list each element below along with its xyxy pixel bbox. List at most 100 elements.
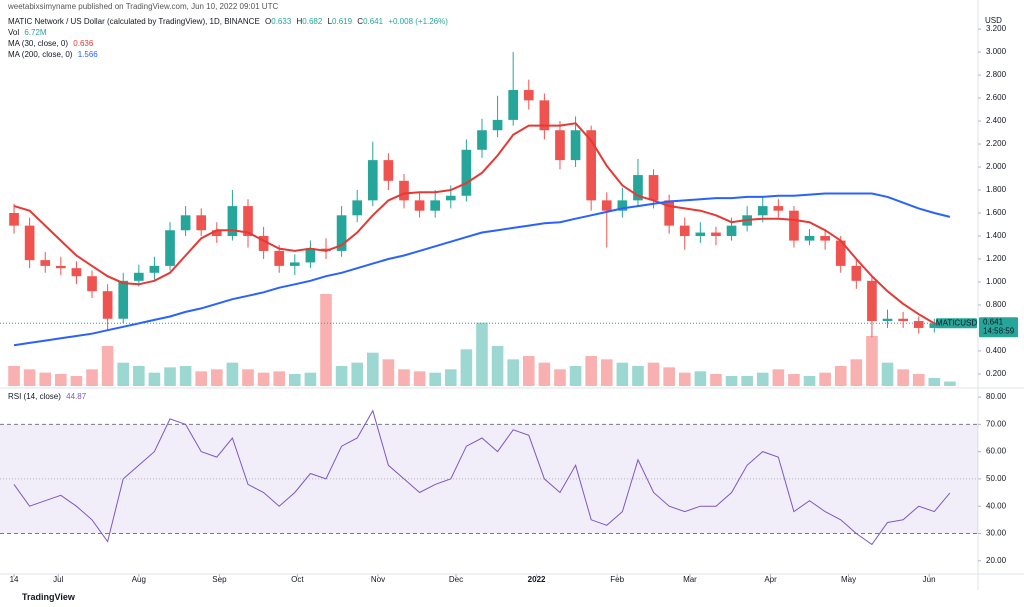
- rsi-line: [13, 409, 951, 546]
- candle-body: [165, 230, 175, 266]
- candle-body: [305, 248, 316, 263]
- y-tick-label: 1.400: [986, 231, 1007, 240]
- candle-body: [789, 210, 799, 241]
- volume-bar: [101, 346, 114, 386]
- volume-bar: [382, 359, 395, 386]
- candle-body: [24, 225, 35, 261]
- y-tick-label: 2.400: [986, 116, 1007, 125]
- volume-bar: [366, 352, 379, 386]
- candle-body: [102, 291, 113, 319]
- symbol-label: MATICUSD: [936, 318, 977, 327]
- volume-bar: [554, 369, 566, 386]
- legend-ma30: MA (30, close, 0) 0.636: [8, 39, 96, 48]
- rsi-tick-label: 20.00: [986, 556, 1007, 565]
- legend-label: RSI (14, close): [8, 392, 61, 401]
- volume-bar: [70, 376, 83, 386]
- y-tick-label: 0.400: [986, 346, 1007, 355]
- volume-bar: [351, 362, 363, 386]
- candle-body: [929, 323, 940, 328]
- volume-bar: [694, 371, 707, 386]
- volume-bar: [8, 366, 20, 386]
- axis-unit: USD: [985, 16, 1002, 25]
- volume-bar: [663, 367, 675, 386]
- candle-body: [757, 206, 768, 216]
- candle-body: [570, 130, 581, 161]
- x-tick-label: Sep: [212, 575, 227, 584]
- volume-bar: [928, 378, 941, 386]
- rsi-tick-label: 40.00: [986, 501, 1007, 510]
- volume-bar: [304, 372, 317, 386]
- price-label: 0.641: [983, 317, 1004, 326]
- volume-bar: [179, 366, 192, 386]
- candle-body: [601, 200, 612, 211]
- volume-bar: [912, 374, 925, 386]
- change: +0.008 (+1.26%): [388, 17, 448, 26]
- volume-bar: [741, 376, 753, 386]
- candle-body: [648, 175, 659, 201]
- volume-bar: [39, 372, 52, 386]
- volume-bar: [164, 367, 176, 386]
- volume-bar: [632, 366, 644, 386]
- volume-bar: [444, 369, 457, 386]
- volume-bar: [289, 374, 301, 386]
- volume-bar: [881, 362, 894, 386]
- volume-bar: [616, 362, 629, 386]
- x-tick-label: Feb: [610, 575, 624, 584]
- candle-body: [414, 200, 425, 211]
- ohlc-key: L: [327, 17, 333, 26]
- candle-body: [118, 280, 129, 319]
- volume-bar: [133, 366, 145, 386]
- candle-body: [851, 265, 862, 281]
- volume-bar: [320, 294, 332, 386]
- candle-body: [461, 149, 472, 196]
- x-tick-label: Oct: [291, 575, 304, 584]
- legend-main: MATIC Network / US Dollar (calculated by…: [8, 17, 451, 26]
- rsi-tick-label: 50.00: [986, 474, 1007, 483]
- candle-body: [196, 215, 207, 231]
- candle-body: [352, 200, 363, 216]
- symbol-tag: [936, 318, 977, 329]
- price-tag: [979, 317, 1018, 338]
- y-tick-label: 1.000: [986, 277, 1007, 286]
- volume-bar: [710, 374, 722, 386]
- volume-bar: [429, 372, 441, 386]
- volume-bar: [226, 362, 239, 386]
- candle-body: [243, 206, 253, 236]
- ohlc-value: 0.682: [302, 17, 323, 26]
- candle-body: [133, 272, 144, 281]
- candle-body: [211, 230, 222, 236]
- volume-bar: [850, 359, 863, 386]
- volume-bar: [413, 371, 426, 386]
- title: MATIC Network / US Dollar (calculated by…: [8, 17, 260, 26]
- ohlc-key: O: [265, 17, 272, 26]
- candle-body: [633, 175, 643, 201]
- volume-bar: [819, 372, 831, 386]
- legend-value: 0.636: [73, 39, 94, 48]
- candle-body: [180, 215, 191, 231]
- volume-bar: [866, 336, 878, 386]
- ma-line: [13, 122, 950, 325]
- volume-bar: [788, 374, 800, 386]
- legend-rsi: RSI (14, close) 44.87: [8, 392, 89, 401]
- rsi-tick-label: 30.00: [986, 529, 1007, 538]
- candle-body: [664, 200, 674, 226]
- rsi-tick-label: 80.00: [986, 392, 1007, 401]
- candle-body: [336, 215, 347, 251]
- y-tick-label: 0.800: [986, 300, 1007, 309]
- legend-label: Vol: [8, 28, 20, 37]
- volume-bar: [569, 366, 582, 386]
- ohlc-key: C: [357, 17, 364, 26]
- legend-label: MA (30, close, 0): [8, 39, 69, 48]
- candle-body: [523, 90, 534, 101]
- x-tick-label: 2022: [528, 575, 546, 584]
- x-tick-label: Jul: [53, 575, 63, 584]
- volume-bar: [273, 371, 286, 386]
- candle-body: [445, 195, 456, 201]
- volume-bar: [647, 362, 660, 386]
- volume-bar: [55, 374, 67, 386]
- candle-body: [508, 90, 519, 120]
- y-tick-label: 2.000: [986, 162, 1007, 171]
- volume-bar: [538, 362, 551, 386]
- volume-bar: [944, 381, 956, 386]
